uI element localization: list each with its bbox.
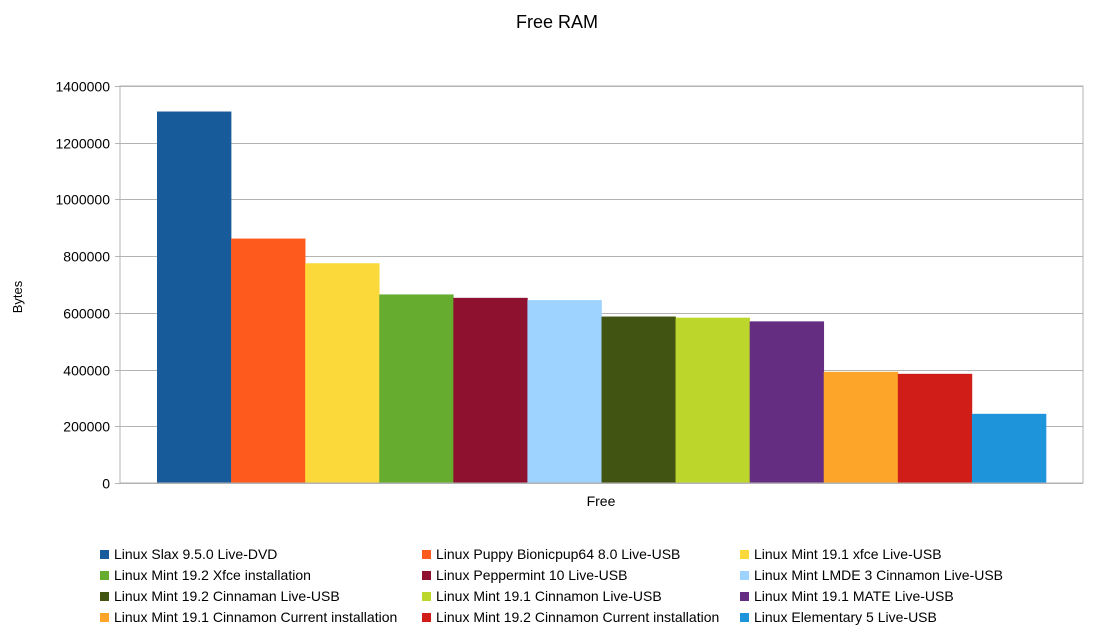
legend-item: Linux Mint 19.2 Xfce installation <box>100 565 311 585</box>
bar <box>231 238 306 483</box>
bar <box>823 371 899 483</box>
legend-swatch <box>422 570 431 580</box>
y-tick-label: 1000000 <box>55 192 110 208</box>
legend-item: Linux Mint 19.1 Cinnamon Live-USB <box>422 586 662 606</box>
bar <box>305 263 380 483</box>
legend-label: Linux Puppy Bionicpup64 8.0 Live-USB <box>436 546 681 562</box>
legend-item: Linux Elementary 5 Live-USB <box>740 607 937 627</box>
legend-swatch <box>100 549 109 559</box>
y-tick-label: 1400000 <box>55 79 110 95</box>
legend-swatch <box>740 549 749 559</box>
legend-label: Linux Mint 19.1 Cinnamon Current install… <box>114 609 398 625</box>
legend-label: Linux Mint 19.1 MATE Live-USB <box>754 588 954 604</box>
legend-label: Linux Elementary 5 Live-USB <box>754 609 937 625</box>
bar <box>749 321 825 483</box>
legend-item: Linux Puppy Bionicpup64 8.0 Live-USB <box>422 544 680 564</box>
bar <box>157 111 232 484</box>
legend-swatch <box>422 591 431 601</box>
legend-item: Linux Mint LMDE 3 Cinnamon Live-USB <box>740 565 1003 585</box>
legend-item: Linux Peppermint 10 Live-USB <box>422 565 627 585</box>
y-tick-label: 1200000 <box>55 136 110 152</box>
legend-item: Linux Mint 19.1 xfce Live-USB <box>740 544 942 564</box>
y-axis: 0 200000 400000 600000 800000 1000000 1200000 1… <box>55 79 120 492</box>
legend-label: Linux Mint 19.1 xfce Live-USB <box>754 546 942 562</box>
y-tick-label: 200000 <box>63 419 110 435</box>
legend-swatch <box>740 570 749 580</box>
legend-item: Linux Mint 19.1 MATE Live-USB <box>740 586 954 606</box>
legend-label: Linux Peppermint 10 Live-USB <box>436 567 628 583</box>
y-tick-label: 400000 <box>63 363 110 379</box>
legend-item: Linux Slax 9.5.0 Live-DVD <box>100 544 277 564</box>
legend-label: Linux Mint 19.2 Cinnamon Current install… <box>436 609 720 625</box>
legend-swatch <box>740 612 749 622</box>
bar <box>675 317 750 483</box>
bar <box>897 373 973 483</box>
legend-swatch <box>100 591 109 601</box>
bar-chart: Free RAM 0 200000 400000 600000 800000 100000… <box>10 12 1084 509</box>
legend-label: Linux Mint LMDE 3 Cinnamon Live-USB <box>754 567 1003 583</box>
bar <box>971 413 1047 483</box>
bar <box>601 316 676 483</box>
legend-item: Linux Mint 19.2 Cinnaman Live-USB <box>100 586 340 606</box>
bars <box>157 111 1047 484</box>
y-axis-title: Bytes <box>10 280 25 313</box>
legend-item: Linux Mint 19.1 Cinnamon Current install… <box>100 607 397 627</box>
legend-label: Linux Slax 9.5.0 Live-DVD <box>114 546 278 562</box>
y-tick-label: 600000 <box>63 306 110 322</box>
x-axis-category-label: Free <box>587 493 616 509</box>
bar <box>453 297 528 483</box>
legend-label: Linux Mint 19.2 Xfce installation <box>114 567 311 583</box>
legend-swatch <box>100 570 109 580</box>
legend-label: Linux Mint 19.2 Cinnaman Live-USB <box>114 588 340 604</box>
chart-title: Free RAM <box>516 12 598 32</box>
legend-item: Linux Mint 19.2 Cinnamon Current install… <box>422 607 719 627</box>
legend-swatch <box>422 612 431 622</box>
y-tick-label: 0 <box>102 476 110 492</box>
legend-swatch <box>100 612 109 622</box>
bar <box>379 294 454 483</box>
legend-label: Linux Mint 19.1 Cinnamon Live-USB <box>436 588 662 604</box>
legend-swatch <box>422 549 431 559</box>
bar <box>527 300 602 483</box>
legend-swatch <box>740 591 749 601</box>
y-tick-label: 800000 <box>63 249 110 265</box>
